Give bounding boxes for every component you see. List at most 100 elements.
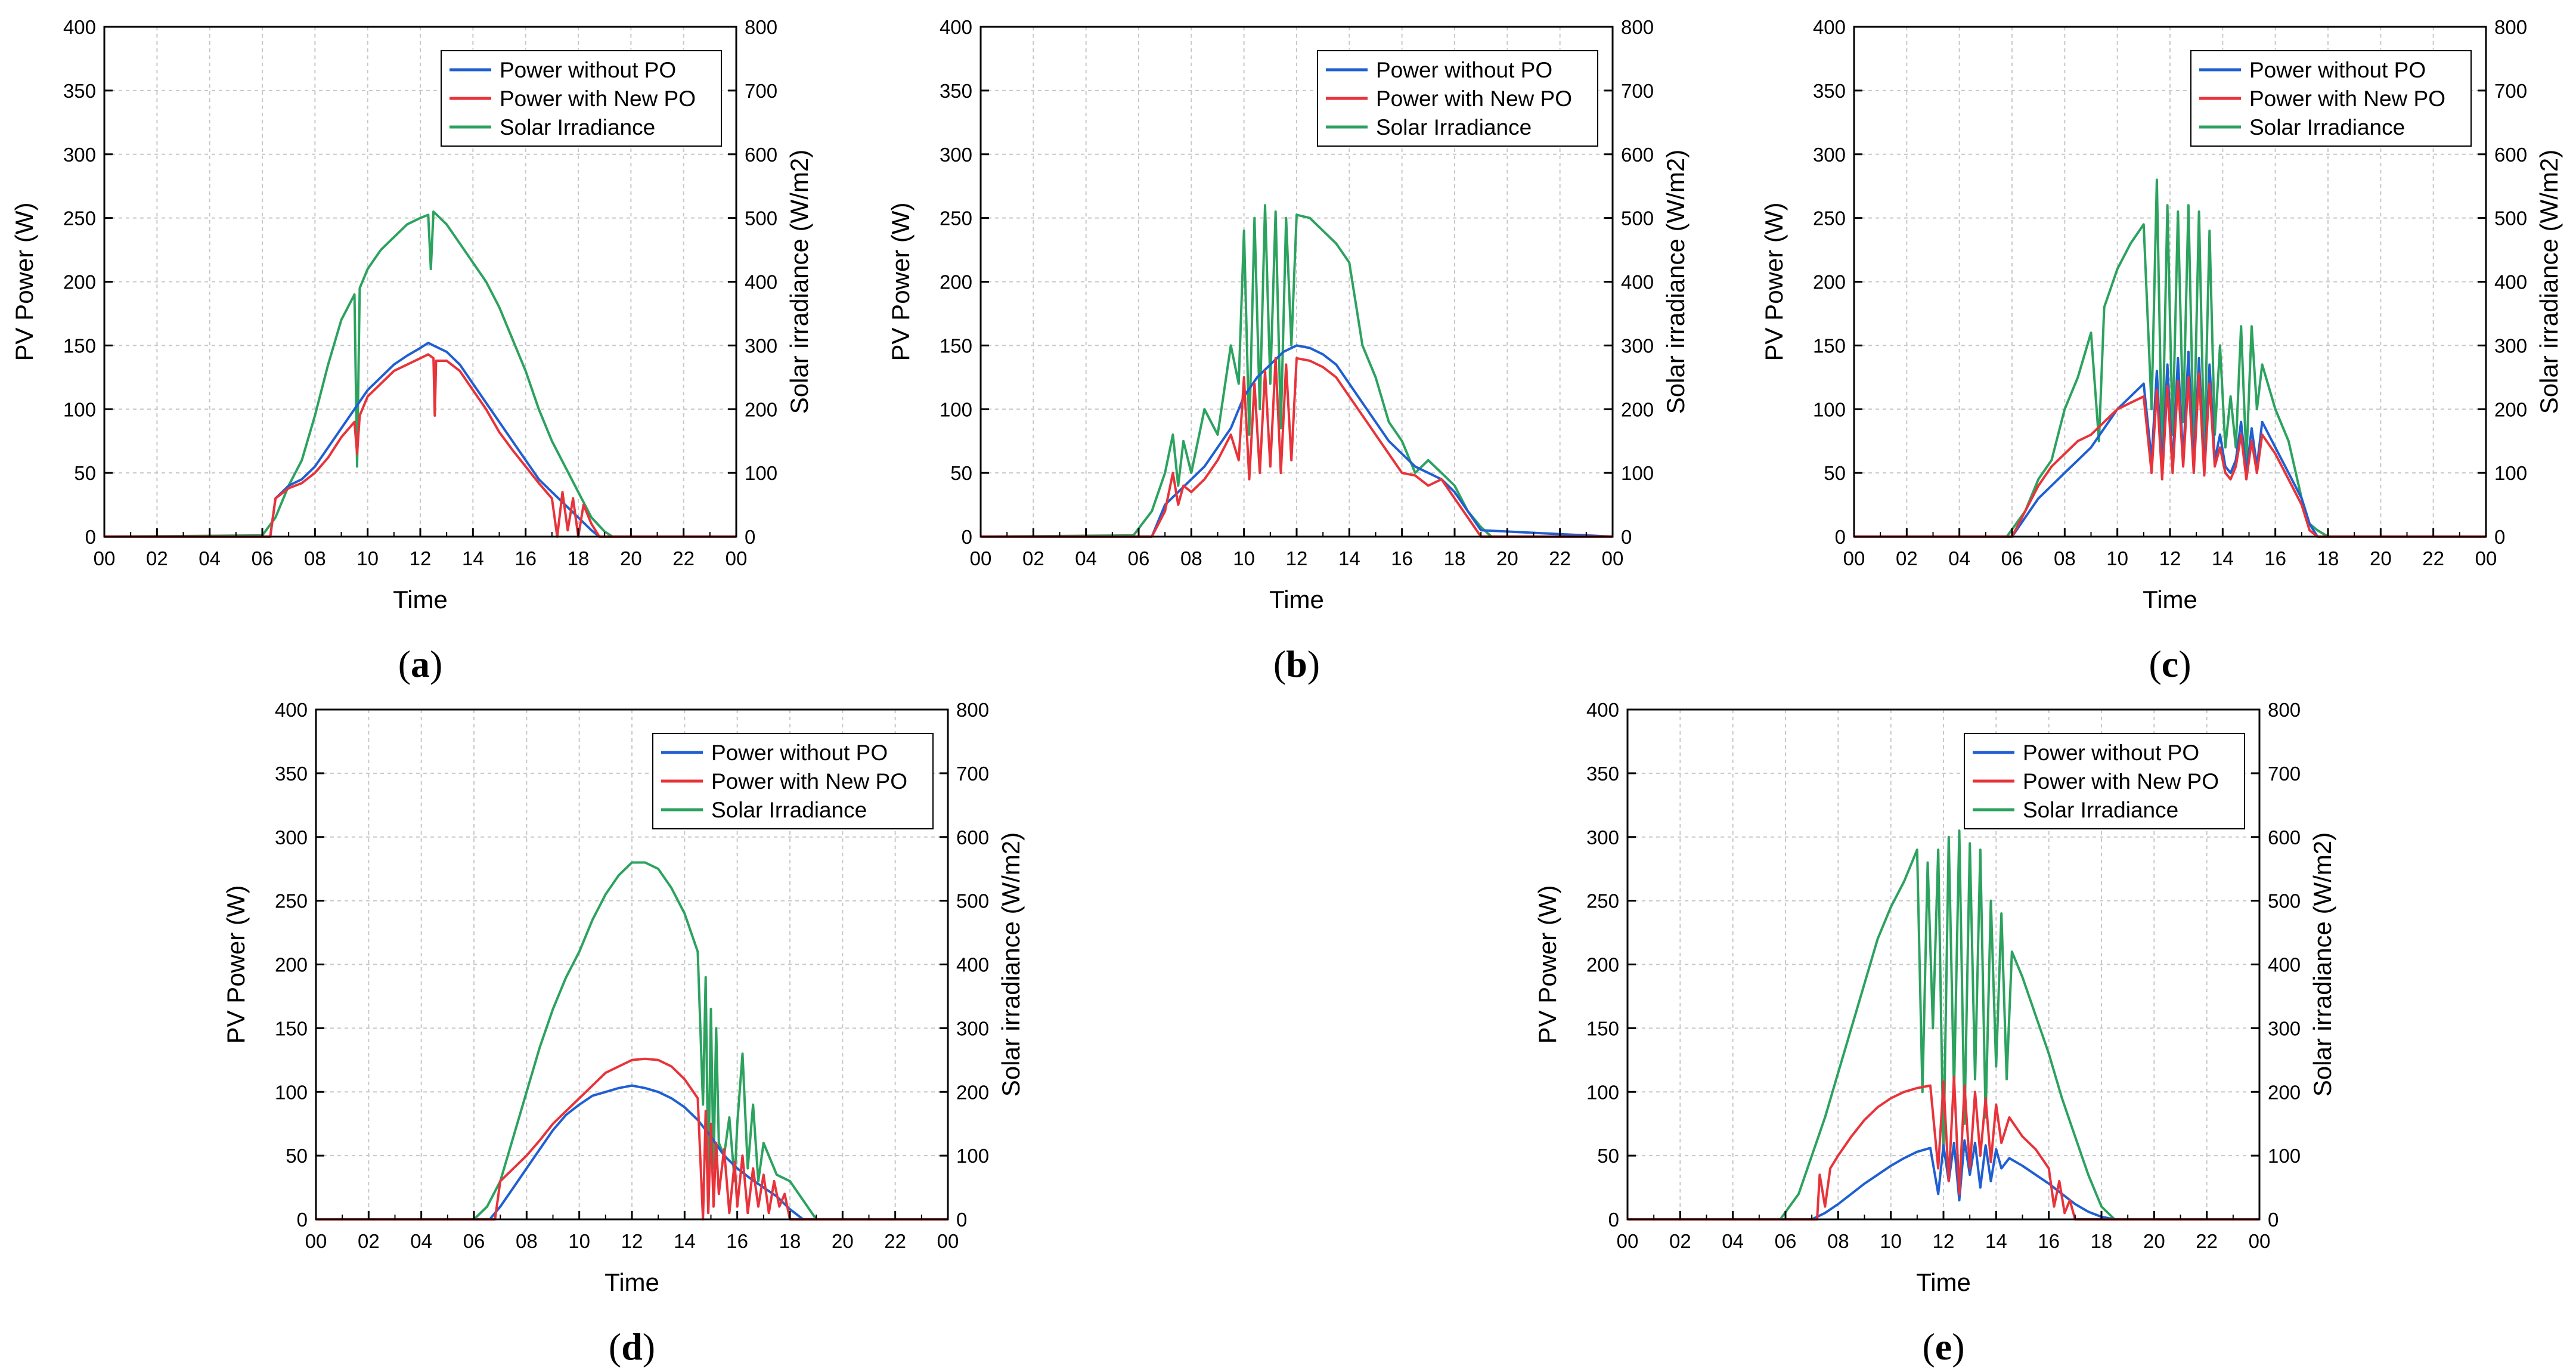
x-tick-label: 04	[410, 1230, 432, 1252]
y2-tick-label: 800	[745, 16, 777, 38]
y2-tick-label: 700	[2494, 80, 2527, 102]
x-tick-label: 12	[621, 1230, 643, 1252]
series-line-solar-irradiance	[104, 210, 736, 538]
y2-tick-label: 400	[2494, 271, 2527, 293]
x-tick-label: 00	[2249, 1230, 2271, 1252]
y2-tick-label: 700	[2268, 763, 2301, 785]
x-tick-label: 02	[146, 547, 168, 569]
y2-tick-label: 500	[2268, 890, 2301, 912]
y2-tick-label: 500	[956, 890, 989, 912]
y2-tick-label: 0	[1621, 526, 1632, 548]
legend-label-with-new-po: Power with New PO	[1376, 86, 1572, 111]
grid	[981, 27, 1613, 537]
chart-panel-a: 00 02 04 06 08 10 12 14 16 18 20 22 0005010015020025…	[10, 16, 813, 685]
x-tick-label: 22	[2196, 1230, 2218, 1252]
x-tick-label: 18	[2317, 547, 2339, 569]
x-tick-label: 00	[1617, 1230, 1639, 1252]
y-axis-label: PV Power (W)	[1760, 202, 1788, 361]
x-tick-label: 10	[2106, 547, 2128, 569]
y2-axis-label: Solar irradiance (W/m2)	[785, 150, 813, 414]
y-axis-label: PV Power (W)	[1533, 885, 1561, 1043]
x-tick-label: 10	[357, 547, 379, 569]
caption-open-paren: (	[1922, 1325, 1935, 1368]
legend-label-solar-irradiance: Solar Irradiance	[2023, 798, 2178, 822]
legend: Power without PO Power with New PO Solar I…	[441, 50, 722, 147]
x-tick-label: 10	[1880, 1230, 1902, 1252]
caption-open-paren: (	[609, 1325, 621, 1368]
caption-letter: b	[1286, 643, 1307, 685]
y2-tick-label: 800	[2494, 16, 2527, 38]
y-tick-label: 250	[275, 890, 308, 912]
y2-tick-label: 100	[2268, 1145, 2301, 1167]
x-axis-label: Time	[2143, 586, 2197, 614]
x-tick-label: 00	[305, 1230, 327, 1252]
x-tick-label: 16	[726, 1230, 748, 1252]
legend: Power without PO Power with New PO Solar I…	[1964, 733, 2245, 829]
y-tick-label: 50	[950, 462, 972, 484]
y2-tick-label: 100	[956, 1145, 989, 1167]
x-tick-label: 18	[2091, 1230, 2113, 1252]
y2-tick-label: 300	[956, 1017, 989, 1039]
y2-tick-label: 200	[745, 398, 777, 420]
legend-label-solar-irradiance: Solar Irradiance	[500, 115, 655, 140]
y-tick-label: 300	[275, 826, 308, 848]
caption-open-paren: (	[2149, 643, 2161, 685]
series-line-without-po	[981, 344, 1613, 538]
y-tick-label: 50	[1824, 462, 1846, 484]
y2-tick-label: 400	[956, 954, 989, 976]
x-tick-label: 02	[1669, 1230, 1691, 1252]
y-tick-label: 50	[74, 462, 96, 484]
y2-tick-label: 800	[1621, 16, 1654, 38]
y2-tick-label: 300	[1621, 335, 1654, 357]
y2-tick-label: 200	[956, 1081, 989, 1103]
y-tick-label: 50	[1597, 1145, 1619, 1167]
y-tick-label: 350	[63, 80, 96, 102]
x-tick-label: 02	[1896, 547, 1918, 569]
x-tick-label: 16	[2038, 1230, 2060, 1252]
y-tick-label: 0	[1835, 526, 1846, 548]
x-tick-label: 08	[516, 1230, 538, 1252]
y2-tick-label: 400	[745, 271, 777, 293]
series-line-with-new-po	[104, 353, 736, 538]
y2-tick-label: 300	[2494, 335, 2527, 357]
caption-letter: d	[621, 1325, 643, 1368]
x-tick-label: 18	[1444, 547, 1466, 569]
x-tick-label: 16	[514, 547, 537, 569]
chart-panel-b: 00 02 04 06 08 10 12 14 16 18 20 22 0005010015020025…	[886, 16, 1690, 685]
caption-close-paren: )	[1307, 643, 1320, 685]
panel-caption: (e)	[1922, 1325, 1964, 1368]
x-tick-label: 04	[199, 547, 221, 569]
x-tick-label: 02	[358, 1230, 380, 1252]
y-axis-label: PV Power (W)	[886, 202, 915, 361]
legend-label-solar-irradiance: Solar Irradiance	[1376, 115, 1532, 140]
x-tick-label: 00	[2475, 547, 2497, 569]
series-line-with-new-po	[1854, 372, 2486, 538]
x-tick-label: 00	[937, 1230, 959, 1252]
legend: Power without PO Power with New PO Solar I…	[2190, 50, 2472, 147]
x-tick-label: 06	[463, 1230, 485, 1252]
legend-label-with-new-po: Power with New PO	[2249, 86, 2445, 111]
x-tick-label: 00	[970, 547, 992, 569]
y2-tick-label: 600	[2268, 826, 2301, 848]
x-tick-label: 06	[1128, 547, 1150, 569]
x-tick-label: 16	[1391, 547, 1413, 569]
caption-letter: a	[411, 643, 430, 685]
y-axis-label: PV Power (W)	[222, 885, 250, 1043]
legend-label-with-new-po: Power with New PO	[2023, 769, 2219, 794]
y2-tick-label: 800	[2268, 699, 2301, 721]
y2-tick-label: 400	[1621, 271, 1654, 293]
y-tick-label: 100	[940, 398, 972, 420]
x-tick-label: 14	[462, 547, 484, 569]
y-tick-label: 400	[940, 16, 972, 38]
caption-close-paren: )	[2178, 643, 2191, 685]
x-tick-label: 14	[674, 1230, 696, 1252]
x-tick-label: 00	[1602, 547, 1624, 569]
x-tick-label: 06	[252, 547, 274, 569]
y-tick-label: 400	[1813, 16, 1846, 38]
x-tick-label: 20	[1496, 547, 1518, 569]
legend-label-without-po: Power without PO	[500, 58, 676, 82]
series-line-solar-irradiance	[316, 861, 948, 1221]
caption-open-paren: (	[398, 643, 411, 685]
y2-tick-label: 700	[956, 763, 989, 785]
x-tick-label: 00	[726, 547, 748, 569]
